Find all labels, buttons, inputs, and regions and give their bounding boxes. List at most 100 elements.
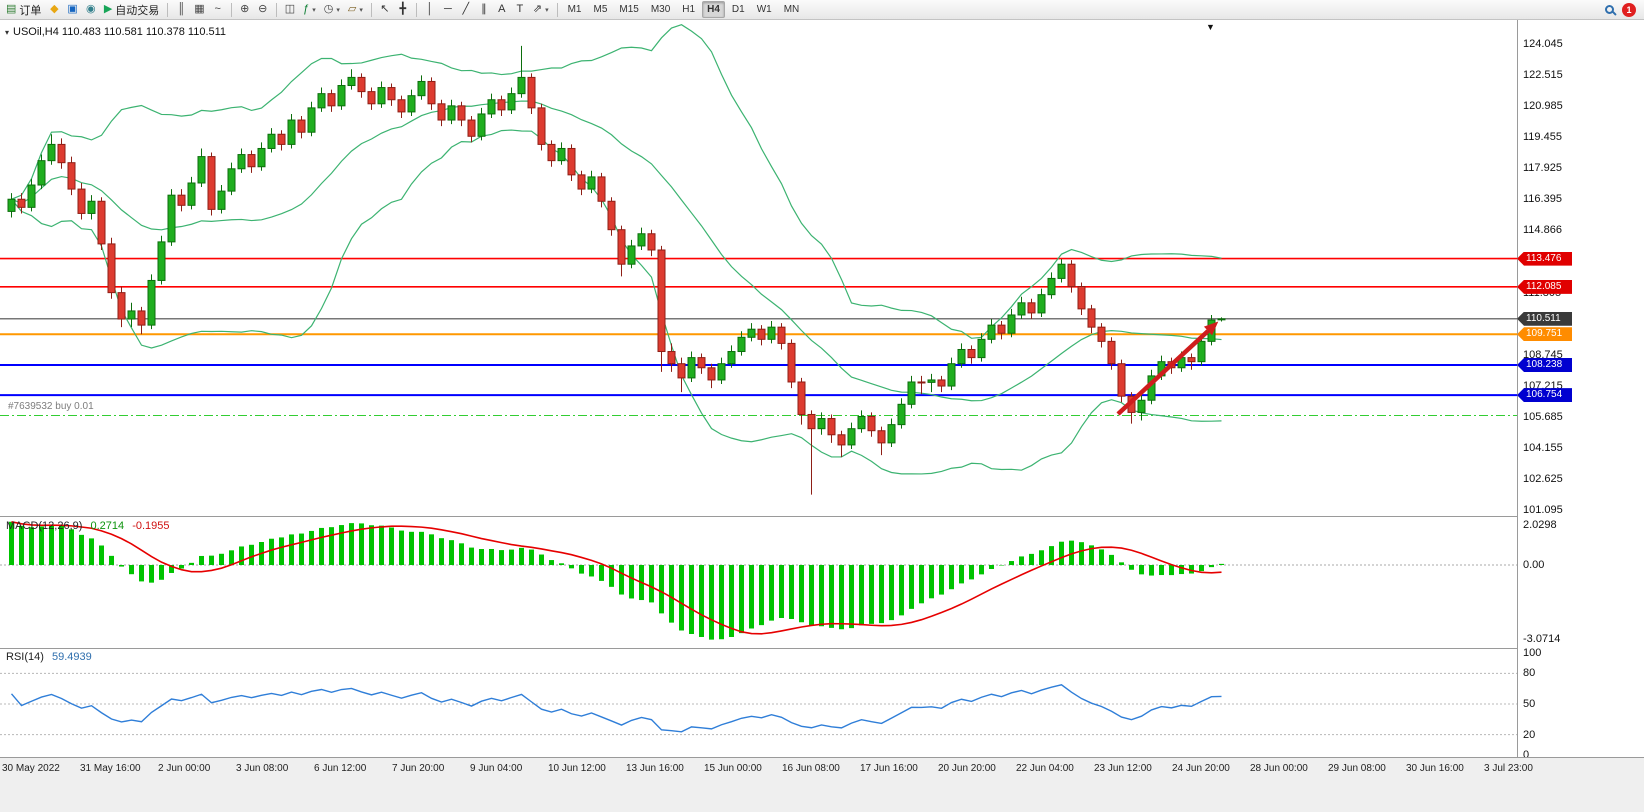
bar-chart-button[interactable]: ║ — [172, 1, 190, 19]
arrows-shapes-dropdown-icon[interactable]: ▾ — [545, 6, 549, 14]
timeframe-m5-button[interactable]: M5 — [593, 4, 608, 15]
panel-separator[interactable] — [0, 516, 1644, 517]
candle — [427, 80, 436, 105]
timeframe-m30-button[interactable]: M30 — [650, 4, 671, 15]
candles-group — [7, 45, 1226, 495]
timeframe-mn-button[interactable]: MN — [783, 4, 800, 15]
timeframe-m1-button[interactable]: M1 — [567, 4, 582, 15]
candle — [667, 351, 676, 365]
autotrading-button[interactable]: ▶ 自动交易 — [100, 1, 163, 19]
indicators-button[interactable]: ƒ ▾ — [299, 1, 320, 19]
notification-badge[interactable]: 1 — [1622, 2, 1636, 17]
candle — [27, 184, 36, 208]
new-order-button[interactable]: ▤ 订单 — [2, 1, 45, 19]
candle — [217, 190, 226, 210]
arrows-shapes-button[interactable]: ⇗ ▾ — [529, 1, 553, 19]
candle — [487, 99, 496, 115]
horizontal-line-button[interactable]: ─ — [439, 1, 457, 19]
candle — [187, 182, 196, 206]
timeframe-group: M1 M5 M15 M30 H1 H4 D1 W1 MN — [562, 1, 806, 18]
navigator-button[interactable]: ◉ — [82, 1, 100, 19]
zoom-in-button[interactable]: ⊕ — [236, 1, 254, 19]
charts-grid-button[interactable]: ▣ — [63, 1, 81, 19]
candle — [1217, 318, 1226, 321]
cursor-button[interactable]: ↖ — [376, 1, 394, 19]
price-axis-label: 104.155 — [1523, 441, 1563, 454]
price-axis-label: 108.745 — [1523, 348, 1563, 361]
macd-name: MACD(12,26,9) — [6, 520, 83, 532]
candle — [527, 76, 536, 109]
timeframe-h4-button[interactable]: H4 — [702, 1, 725, 18]
periods-dropdown-icon[interactable]: ▾ — [336, 6, 340, 14]
price-axis[interactable]: 124.045 122.515 120.985 119.455 117.925 116.3… — [1517, 0, 1644, 761]
indicators-dropdown-icon[interactable]: ▾ — [312, 6, 316, 14]
chart-shift-marker-icon[interactable]: ▼ — [1206, 22, 1215, 32]
periods-button[interactable]: ◷ ▾ — [320, 1, 344, 19]
candle — [637, 233, 646, 247]
indicators-icon: ƒ — [303, 3, 310, 15]
candle — [197, 156, 206, 184]
candle — [1057, 263, 1066, 279]
candle — [717, 363, 726, 381]
time-axis[interactable]: 30 May 2022 31 May 16:00 2 Jun 00:00 3 Jun … — [0, 757, 1644, 812]
candle — [867, 415, 876, 432]
vertical-line-icon: │ — [426, 3, 434, 15]
horizontal-level-lines — [0, 257, 1517, 416]
macd-panel-canvas[interactable] — [0, 517, 1518, 648]
candle — [817, 418, 826, 430]
macd-signal-value: -0.1955 — [132, 520, 170, 532]
trend-arrow[interactable] — [1116, 321, 1219, 416]
time-axis-label: 20 Jun 20:00 — [938, 763, 996, 774]
rsi-panel-canvas[interactable] — [0, 649, 1518, 757]
candle — [477, 113, 486, 137]
vertical-line-button[interactable]: │ — [421, 1, 439, 19]
order-line-label[interactable]: #7639532 buy 0.01 — [8, 401, 94, 413]
text-label-button[interactable]: A — [493, 1, 511, 19]
toolbar-separator — [415, 2, 417, 17]
panel-separator[interactable] — [0, 648, 1644, 649]
templates-button[interactable]: ▱ ▾ — [344, 1, 367, 19]
time-axis-label: 29 Jun 08:00 — [1328, 763, 1386, 774]
templates-dropdown-icon[interactable]: ▾ — [359, 6, 363, 14]
price-chart-canvas[interactable] — [0, 20, 1518, 517]
candle — [467, 119, 476, 137]
text-label-icon: A — [498, 3, 506, 15]
periods-icon: ◷ — [323, 3, 334, 15]
timeframe-m15-button[interactable]: M15 — [619, 4, 639, 15]
price-axis-label: 124.045 — [1523, 38, 1563, 50]
candle — [127, 310, 136, 320]
app-home-button[interactable]: ◆ — [45, 1, 63, 19]
candle — [917, 381, 926, 384]
price-badge: 113.476 — [1517, 251, 1572, 266]
candle — [147, 279, 156, 326]
rsi-axis-label: 20 — [1523, 728, 1536, 741]
candle — [257, 147, 266, 168]
search-icon[interactable] — [1605, 5, 1614, 14]
candle — [1087, 308, 1096, 328]
trendline-button[interactable]: ╱ — [457, 1, 475, 19]
candle — [537, 107, 546, 145]
chart-symbol-title: ▾ USOil,H4 110.483 110.581 110.378 110.5… — [5, 26, 226, 38]
candle — [977, 338, 986, 359]
price-badge: 112.085 — [1517, 279, 1572, 294]
equidistant-channel-button[interactable]: ∥ — [475, 1, 493, 19]
candle — [547, 143, 556, 162]
crosshair-button[interactable]: ╋ — [394, 1, 412, 19]
bar-chart-icon: ║ — [177, 3, 186, 15]
time-axis-label: 16 Jun 08:00 — [782, 763, 840, 774]
candle — [1077, 286, 1086, 310]
candle — [887, 424, 896, 444]
text-box-button[interactable]: T — [511, 1, 529, 19]
timeframe-d1-button[interactable]: D1 — [731, 4, 745, 15]
bollinger-lower-line — [11, 129, 1222, 475]
candle — [267, 133, 276, 149]
timeframe-w1-button[interactable]: W1 — [756, 4, 772, 15]
new-order-label: 订单 — [19, 4, 42, 17]
price-badge: 110.511 — [1517, 311, 1572, 326]
line-chart-button[interactable]: ~ — [209, 1, 227, 19]
symbol-dropdown-icon[interactable]: ▾ — [5, 27, 10, 37]
zoom-out-button[interactable]: ⊖ — [254, 1, 272, 19]
candlestick-chart-button[interactable]: ▦ — [190, 1, 208, 19]
timeframe-h1-button[interactable]: H1 — [682, 4, 696, 15]
tile-windows-button[interactable]: ◫ — [281, 1, 299, 19]
